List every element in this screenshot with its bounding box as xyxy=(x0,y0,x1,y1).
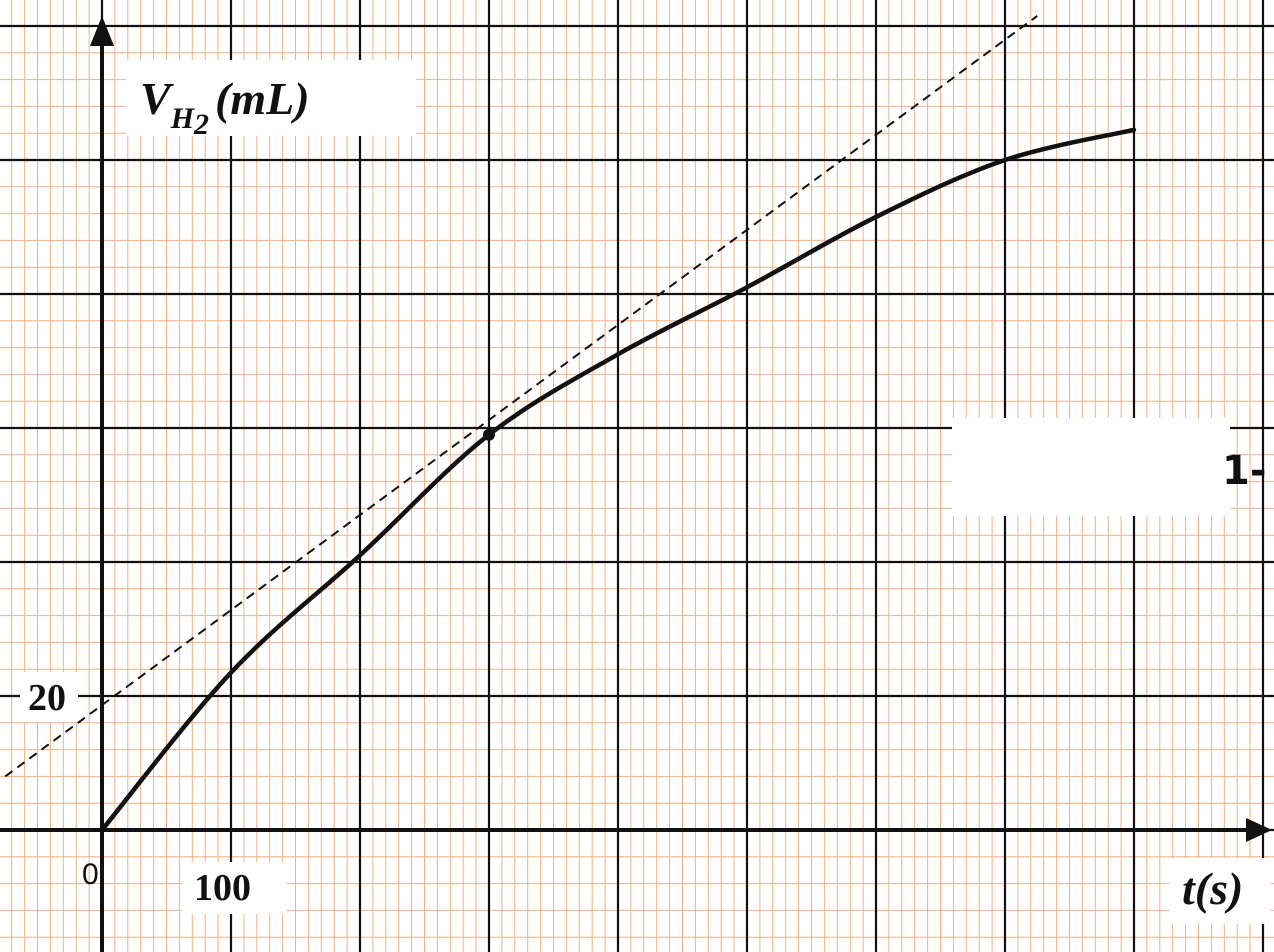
x-tick-label-100: 100 xyxy=(194,867,251,909)
figure-caption: الشكل -1 xyxy=(1222,448,1274,494)
x-axis-arrow-icon xyxy=(1246,818,1272,842)
label-backgrounds xyxy=(20,60,1270,924)
ylabel-background xyxy=(126,60,416,136)
y-axis-label: VH2(mL) xyxy=(140,73,310,141)
curve-point-700 xyxy=(1003,158,1007,162)
curve-point-400 xyxy=(616,352,620,356)
y-axis-label-symbol: V xyxy=(140,73,174,124)
tangent-point xyxy=(483,428,495,441)
axes xyxy=(0,16,1272,952)
caption-background xyxy=(952,418,1230,516)
curve-point-500 xyxy=(745,285,749,289)
y-axis-arrow-icon xyxy=(90,16,114,46)
origin-label: 0 xyxy=(82,858,99,891)
tangent-line xyxy=(4,15,1038,778)
xtick-background xyxy=(182,862,286,914)
y-axis-label-subscript: H xyxy=(170,102,196,135)
y-axis-label-unit: (mL) xyxy=(215,73,310,124)
y-axis-label-subscript2: 2 xyxy=(193,108,209,141)
curve-point-200 xyxy=(358,553,362,557)
curve-point-0 xyxy=(100,828,104,832)
curve-point-600 xyxy=(874,215,878,219)
xlabel-background xyxy=(1170,858,1270,924)
y-tick-label-20: 20 xyxy=(28,677,66,719)
ytick-background xyxy=(20,672,78,722)
curve-point-800 xyxy=(1132,128,1136,132)
x-axis-label: t(s) xyxy=(1182,863,1243,914)
curve-line xyxy=(99,127,1137,833)
curve-point-100 xyxy=(229,671,233,675)
